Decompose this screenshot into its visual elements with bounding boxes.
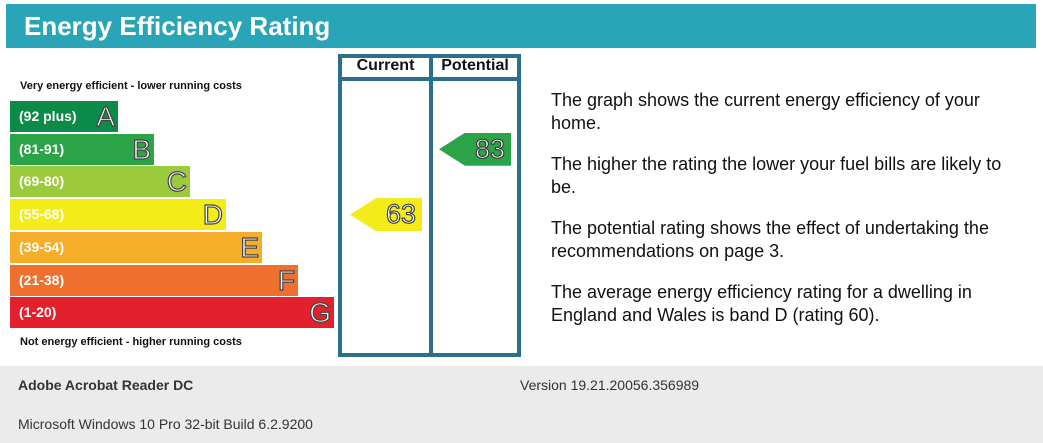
band-range: (21-38): [19, 271, 65, 288]
description-paragraph: The higher the rating the lower your fue…: [551, 154, 1002, 197]
band-letter: F: [277, 264, 295, 296]
band-range: (55-68): [19, 206, 65, 223]
column-header-rule: [338, 77, 521, 81]
potential-column: [429, 54, 521, 357]
band-range: (1-20): [19, 304, 57, 321]
title-bar: Energy Efficiency Rating: [6, 4, 1036, 48]
band-letter: A: [96, 101, 116, 132]
bottom-note: Not energy efficient - higher running co…: [20, 336, 242, 348]
current-rating-value: 63: [385, 199, 416, 230]
description-paragraph: The potential rating shows the effect of…: [551, 218, 989, 261]
band-letter: G: [309, 297, 332, 329]
description-paragraph: The average energy efficiency rating for…: [551, 282, 972, 325]
footer-os: Microsoft Windows 10 Pro 32-bit Build 6.…: [18, 416, 313, 432]
band-bar-g: (1-20) G: [10, 297, 334, 328]
band-range: (81-91): [19, 140, 65, 157]
footer: Adobe Acrobat Reader DC Version 19.21.20…: [0, 366, 1043, 443]
band-bar-e: (39-54) E: [10, 232, 262, 263]
band-bar-d: (55-68) D: [10, 199, 226, 230]
potential-column-header: Potential: [441, 57, 509, 74]
top-note: Very energy efficient - lower running co…: [20, 80, 242, 92]
current-column-header: Current: [356, 57, 415, 74]
description-paragraph: The graph shows the current energy effic…: [551, 90, 980, 133]
band-range: (39-54): [19, 238, 65, 255]
footer-version: Version 19.21.20056.356989: [520, 377, 700, 393]
footer-app-name: Adobe Acrobat Reader DC: [18, 377, 194, 393]
band-range: (69-80): [19, 173, 65, 190]
page-title: Energy Efficiency Rating: [24, 11, 331, 41]
band-letter: D: [202, 199, 223, 231]
band-bar-c: (69-80) C: [10, 166, 190, 197]
band-letter: C: [166, 166, 187, 198]
band-letter: B: [132, 133, 152, 165]
band-letter: E: [240, 231, 260, 263]
potential-rating-value: 83: [474, 133, 505, 164]
band-bar-b: (81-91) B: [10, 134, 154, 165]
band-bar-f: (21-38) F: [10, 264, 298, 296]
band-range: (92 plus): [19, 108, 77, 124]
band-bar-a: (92 plus) A: [10, 101, 118, 132]
